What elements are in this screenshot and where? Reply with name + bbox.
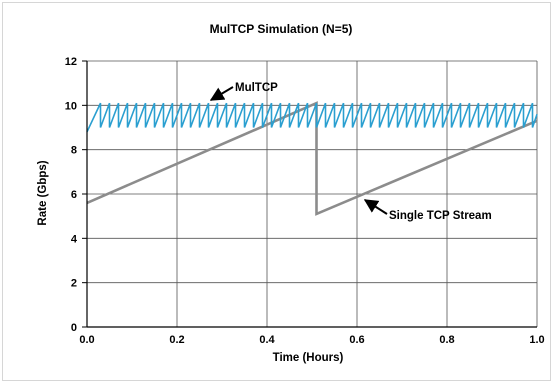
annotations: MulTCP Single TCP Stream bbox=[209, 82, 492, 222]
tick-labels: 0 2 4 6 8 10 12 0.0 0.2 0.4 0.6 0.8 1.0 bbox=[65, 56, 545, 346]
series-line-multcp bbox=[86, 102, 538, 133]
chart-title: MulTCP Simulation (N=5) bbox=[210, 22, 353, 36]
annotation-single-tcp-stream: Single TCP Stream bbox=[389, 210, 492, 222]
y-tick-label: 10 bbox=[65, 100, 77, 112]
x-tick-label: 0.6 bbox=[349, 334, 364, 346]
y-axis-label: Rate (Gbps) bbox=[37, 160, 49, 225]
x-axis-label: Time (Hours) bbox=[273, 352, 344, 364]
y-tick-label: 12 bbox=[65, 56, 77, 68]
annotation-multcp: MulTCP bbox=[235, 82, 278, 94]
grid bbox=[87, 60, 538, 327]
x-tick-label: 0.4 bbox=[259, 334, 275, 346]
chart-frame: MulTCP Simulation (N=5) 0 2 4 6 8 10 12 0.0 0.2 0… bbox=[2, 2, 551, 381]
x-tick-label: 1.0 bbox=[529, 334, 544, 346]
y-tick-label: 4 bbox=[71, 233, 78, 245]
x-tick-label: 0.8 bbox=[439, 334, 454, 346]
x-tick-label: 0.0 bbox=[79, 334, 94, 346]
series-line-single-tcp-stream bbox=[86, 101, 538, 216]
annotation-arrow bbox=[209, 86, 234, 101]
y-tick-label: 8 bbox=[71, 145, 77, 157]
axes bbox=[82, 60, 537, 328]
plot-area bbox=[86, 101, 538, 216]
y-tick-label: 0 bbox=[71, 322, 77, 334]
annotation-arrow bbox=[363, 199, 388, 215]
x-tick-label: 0.2 bbox=[169, 334, 184, 346]
y-tick-label: 6 bbox=[71, 189, 77, 201]
y-tick-label: 2 bbox=[71, 278, 77, 290]
